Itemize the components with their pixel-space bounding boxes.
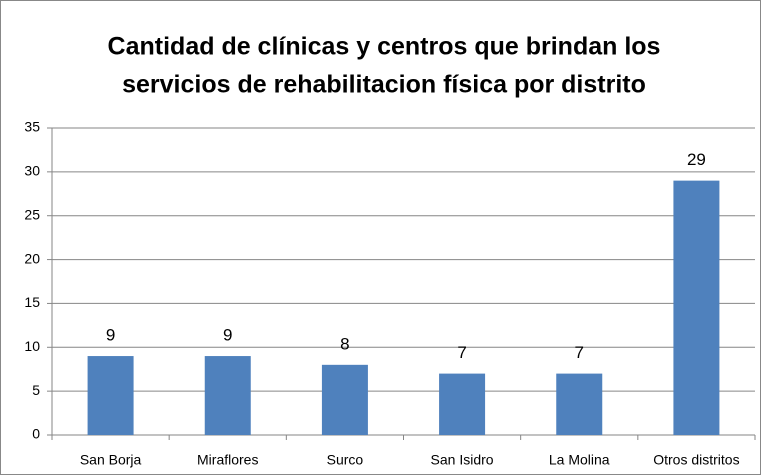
- y-tick-label: 5: [32, 382, 40, 398]
- x-tick-label: Otros distritos: [653, 452, 739, 468]
- data-label: 9: [106, 326, 115, 345]
- data-label: 29: [687, 150, 706, 169]
- data-label: 8: [340, 334, 349, 353]
- y-tick-label: 0: [32, 426, 40, 442]
- chart-title: Cantidad de clínicas y centros que brind…: [108, 33, 661, 61]
- bar: [87, 356, 134, 435]
- bar: [204, 356, 251, 435]
- bar: [556, 373, 603, 435]
- chart-title: servicios de rehabilitacion física por d…: [122, 71, 646, 99]
- x-tick-label: Miraflores: [197, 452, 258, 468]
- bar: [439, 373, 486, 435]
- y-tick-label: 10: [24, 338, 40, 354]
- y-tick-label: 15: [24, 294, 40, 310]
- x-tick-label: Surco: [327, 452, 364, 468]
- y-tick-label: 20: [24, 250, 40, 266]
- x-tick-label: San Isidro: [431, 452, 494, 468]
- data-label: 7: [457, 343, 466, 362]
- data-label: 7: [575, 343, 584, 362]
- x-tick-label: La Molina: [549, 452, 610, 468]
- y-tick-label: 25: [24, 206, 40, 222]
- y-tick-label: 35: [24, 119, 40, 135]
- x-tick-label: San Borja: [80, 452, 142, 468]
- y-tick-label: 30: [24, 163, 40, 179]
- bar: [673, 180, 720, 435]
- bar: [321, 364, 368, 435]
- data-label: 9: [223, 326, 232, 345]
